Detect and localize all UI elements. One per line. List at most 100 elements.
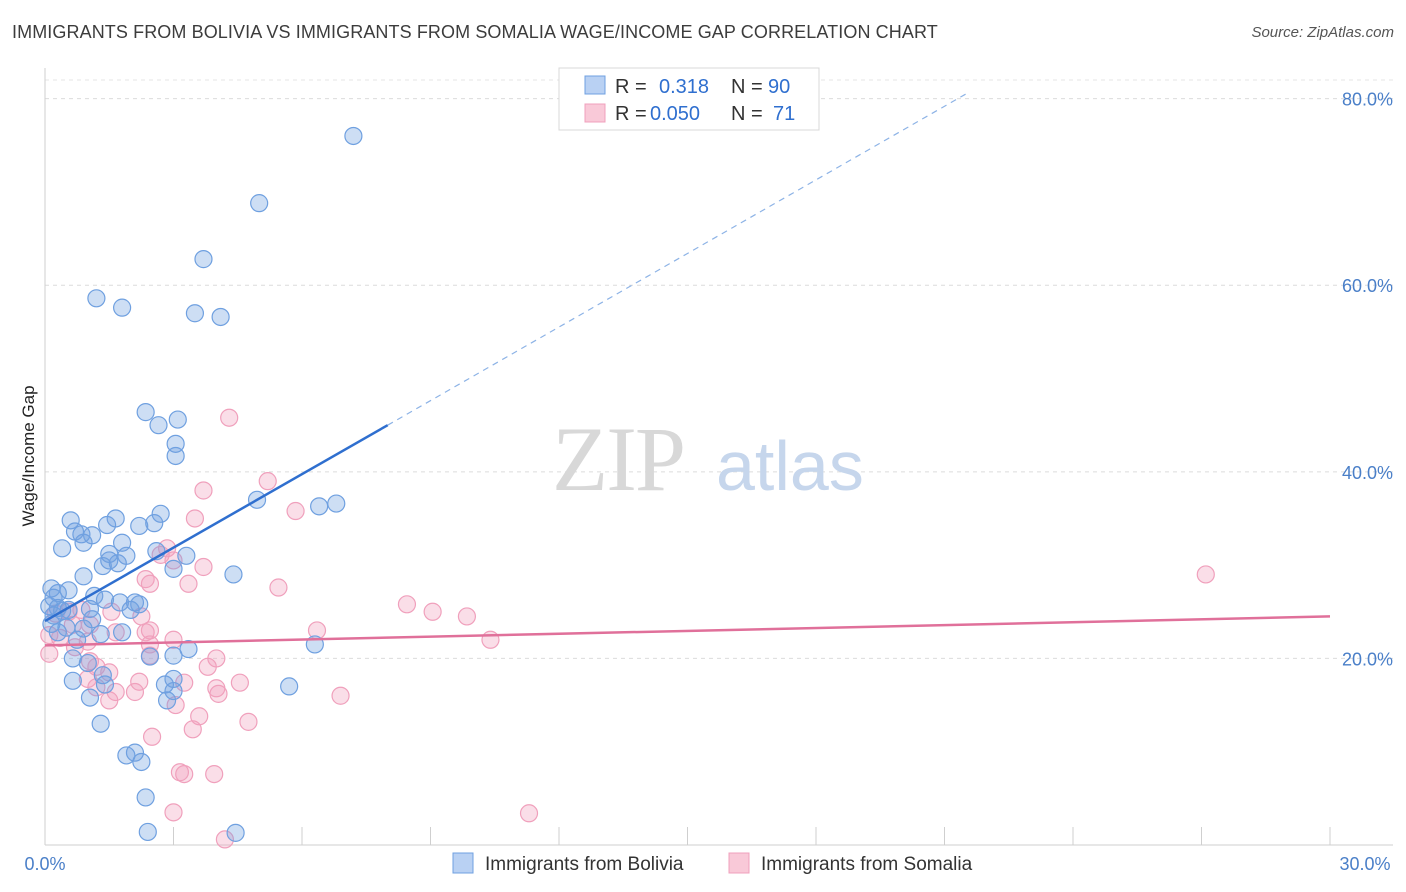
axes xyxy=(44,68,1393,846)
bolivia-point xyxy=(164,681,183,701)
somalia-point xyxy=(194,557,213,577)
bolivia-point xyxy=(112,623,132,642)
y-tick-labels: 20.0% 40.0% 60.0% 80.0% xyxy=(1342,90,1393,670)
legend-swatch-somalia xyxy=(584,103,606,123)
legend-r-value-bolivia: 0.318 xyxy=(659,76,709,98)
gridlines xyxy=(45,79,1393,659)
bolivia-trend-line xyxy=(44,424,389,623)
bolivia-point xyxy=(59,581,78,600)
somalia-point xyxy=(258,472,277,491)
bolivia-point xyxy=(121,600,140,620)
bolivia-point xyxy=(166,446,185,466)
y-tick-label-3: 80.0% xyxy=(1342,90,1393,110)
bolivia-point xyxy=(93,556,112,576)
stats-legend: R = 0.318 N = 90 R = 0.050 N = 71 xyxy=(558,67,820,131)
bolivia-trend-extension xyxy=(387,93,967,426)
bolivia-point xyxy=(74,567,93,586)
bolivia-point xyxy=(130,516,149,536)
bolivia-point xyxy=(48,623,67,642)
somalia-point xyxy=(239,712,258,731)
somalia-point xyxy=(269,578,288,597)
bolivia-point xyxy=(136,403,155,422)
bolivia-point xyxy=(327,494,346,513)
legend-r-label-somalia: R = xyxy=(615,103,647,125)
somalia-point xyxy=(125,682,145,702)
bolivia-point xyxy=(194,250,213,269)
bolivia-point xyxy=(63,649,82,668)
somalia-point xyxy=(142,727,162,746)
somalia-point xyxy=(164,630,183,649)
somalia-point xyxy=(106,623,125,642)
bolivia-point xyxy=(63,671,82,690)
watermark-atlas: atlas xyxy=(716,427,864,505)
bolivia-point xyxy=(164,646,183,665)
trend-lines xyxy=(44,93,1331,647)
bolivia-point xyxy=(151,504,170,523)
somalia-point xyxy=(331,686,350,705)
legend-swatch-bolivia xyxy=(584,75,606,95)
bolivia-point xyxy=(250,194,269,213)
bolivia-point xyxy=(80,688,100,707)
somalia-point xyxy=(1196,565,1215,584)
bolivia-point xyxy=(157,691,177,710)
bolivia-point xyxy=(185,304,205,323)
somalia-point xyxy=(230,673,249,692)
somalia-point xyxy=(209,684,228,703)
bolivia-point xyxy=(224,565,243,584)
somalia-point xyxy=(198,657,217,676)
somalia-point xyxy=(40,644,59,663)
bolivia-point xyxy=(87,289,106,308)
legend-n-value-somalia: 71 xyxy=(773,103,795,125)
bolivia-point xyxy=(91,714,110,733)
source-credit: Source: ZipAtlas.com xyxy=(1251,24,1394,41)
bolivia-point xyxy=(132,752,151,772)
y-tick-label-1: 40.0% xyxy=(1342,463,1393,483)
somalia-point xyxy=(166,695,185,715)
bolivia-point xyxy=(110,593,130,612)
bolivia-point xyxy=(95,590,115,609)
somalia-point xyxy=(215,830,234,849)
bolivia-point xyxy=(280,677,299,696)
bolivia-point xyxy=(149,416,168,435)
somalia-point xyxy=(423,602,442,621)
somalia-point xyxy=(457,607,477,626)
watermark-zip: ZIP xyxy=(552,408,684,510)
somalia-point xyxy=(481,630,500,649)
legend-n-label-bolivia: N = xyxy=(731,76,763,98)
somalia-point xyxy=(100,691,119,710)
somalia-point xyxy=(286,501,305,521)
x-tick-label-1: 30.0% xyxy=(1339,854,1390,874)
bolivia-point xyxy=(226,823,245,842)
somalia-points xyxy=(40,408,1215,849)
somalia-trend-line xyxy=(44,615,1331,647)
y-axis-label: Wage/Income Gap xyxy=(19,385,38,526)
somalia-point xyxy=(179,574,198,593)
somalia-point xyxy=(194,481,213,500)
bolivia-point xyxy=(211,307,230,327)
somalia-point xyxy=(175,764,194,784)
bolivia-point xyxy=(98,515,117,535)
legend-n-value-bolivia: 90 xyxy=(768,76,790,98)
bolivia-point xyxy=(140,647,160,666)
bolivia-point xyxy=(91,625,110,644)
bolivia-point xyxy=(74,533,93,552)
bolivia-point xyxy=(53,539,72,558)
somalia-point xyxy=(185,509,205,528)
bolivia-point xyxy=(112,298,132,317)
bolivia-point xyxy=(44,588,63,607)
somalia-point xyxy=(519,804,539,823)
bolivia-point xyxy=(145,514,164,533)
legend-r-label-bolivia: R = xyxy=(615,76,647,98)
series-legend: Immigrants from Bolivia Immigrants from … xyxy=(452,852,973,875)
bolivia-point xyxy=(164,559,183,578)
bolivia-point xyxy=(136,788,155,807)
bottom-legend-swatch-bolivia xyxy=(452,852,474,874)
y-tick-label-2: 60.0% xyxy=(1342,276,1393,296)
bolivia-point xyxy=(108,554,127,573)
somalia-point xyxy=(205,764,224,784)
bolivia-point xyxy=(344,126,363,146)
somalia-point xyxy=(140,574,160,593)
somalia-point xyxy=(136,623,155,642)
somalia-point xyxy=(130,672,149,691)
